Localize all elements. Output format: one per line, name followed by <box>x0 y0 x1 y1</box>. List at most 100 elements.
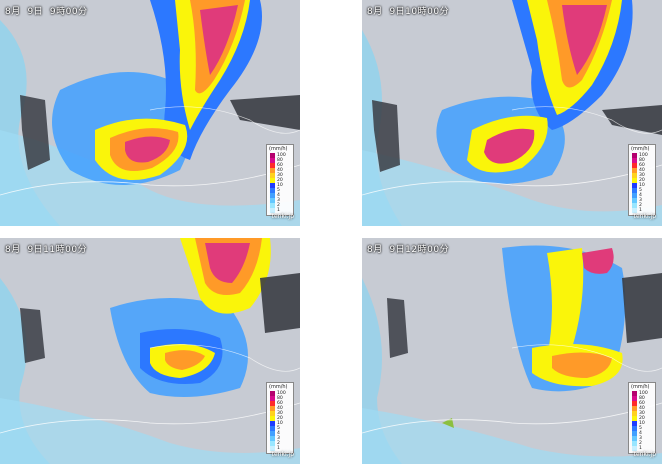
legend-label: 30 <box>277 411 283 416</box>
legend-label: 20 <box>277 178 283 183</box>
legend-swatch <box>270 421 275 426</box>
legend-label: 3 <box>277 436 280 441</box>
legend-label: 30 <box>639 411 645 416</box>
legend-swatch <box>270 168 275 173</box>
legend-swatch <box>632 198 637 203</box>
legend-swatch <box>270 158 275 163</box>
legend-swatch <box>632 193 637 198</box>
legend-label: 100 <box>639 391 648 396</box>
legend-swatch <box>270 416 275 421</box>
legend-swatch <box>270 193 275 198</box>
legend-label: 60 <box>277 163 283 168</box>
legend-swatch <box>632 153 637 158</box>
legend-swatch <box>270 396 275 401</box>
legend-label: 20 <box>639 416 645 421</box>
legend-swatch <box>270 446 275 451</box>
legend-swatch <box>270 391 275 396</box>
legend-label: 10 <box>277 183 283 188</box>
legend-swatch <box>270 183 275 188</box>
legend-swatch <box>632 173 637 178</box>
legend-label: 60 <box>639 401 645 406</box>
legend-label: 100 <box>277 153 286 158</box>
timestamp: 8月 9日10時00分 <box>367 7 450 17</box>
legend-label: 80 <box>639 158 645 163</box>
legend-swatch <box>632 158 637 163</box>
legend-swatch <box>632 178 637 183</box>
legend-label: 2 <box>639 441 642 446</box>
legend-swatch <box>632 426 637 431</box>
legend-swatch <box>632 396 637 401</box>
legend-swatch <box>270 178 275 183</box>
legend-swatch <box>632 168 637 173</box>
legend-label: 40 <box>639 168 645 173</box>
radar-map <box>0 0 300 226</box>
legend-label: 5 <box>639 426 642 431</box>
legend-swatch <box>632 441 637 446</box>
legend-label: 5 <box>639 188 642 193</box>
credit-logo: tenki.jp <box>271 451 294 458</box>
credit-logo: tenki.jp <box>633 451 656 458</box>
legend-label: 2 <box>639 203 642 208</box>
legend-swatch <box>632 163 637 168</box>
legend-label: 100 <box>277 391 286 396</box>
legend-swatch <box>270 188 275 193</box>
legend-label: 1 <box>639 208 642 213</box>
radar-panel-1200: 8月 9日12時00分 (mm/h) 100 80 60 40 30 20 10 5 4 3 2 1 … <box>362 238 662 464</box>
legend-swatch <box>270 198 275 203</box>
legend-swatch <box>632 406 637 411</box>
radar-map <box>362 238 662 464</box>
legend-unit: (mm/h) <box>269 146 288 152</box>
legend-label: 100 <box>639 153 648 158</box>
legend-label: 1 <box>277 446 280 451</box>
legend-label: 4 <box>277 193 280 198</box>
legend-label: 2 <box>277 203 280 208</box>
legend-label: 10 <box>639 183 645 188</box>
legend-label: 80 <box>277 396 283 401</box>
legend-swatch <box>270 163 275 168</box>
radar-panel-0900: 8月 9日 9時00分 (mm/h) 100 80 60 40 30 20 10 5 4 3 2 1 … <box>0 0 300 226</box>
legend-label: 20 <box>639 178 645 183</box>
legend-label: 10 <box>639 421 645 426</box>
legend-label: 20 <box>277 416 283 421</box>
legend-swatch <box>632 421 637 426</box>
legend-label: 10 <box>277 421 283 426</box>
legend-label: 4 <box>277 431 280 436</box>
legend-swatch <box>632 431 637 436</box>
precipitation-legend: (mm/h) 100 80 60 40 30 20 10 5 4 3 2 1 <box>628 382 656 454</box>
legend-swatch <box>270 173 275 178</box>
legend-label: 5 <box>277 426 280 431</box>
legend-swatch <box>632 436 637 441</box>
legend-label: 60 <box>277 401 283 406</box>
legend-swatch <box>270 406 275 411</box>
legend-label: 4 <box>639 193 642 198</box>
timestamp: 8月 9日 9時00分 <box>5 7 88 17</box>
credit-logo: tenki.jp <box>633 213 656 220</box>
legend-label: 40 <box>277 168 283 173</box>
legend-swatch <box>270 431 275 436</box>
legend-swatch <box>270 153 275 158</box>
timestamp: 8月 9日12時00分 <box>367 245 450 255</box>
legend-swatch <box>270 426 275 431</box>
legend-swatch <box>632 391 637 396</box>
legend-unit: (mm/h) <box>631 146 650 152</box>
legend-label: 30 <box>639 173 645 178</box>
legend-label: 2 <box>277 441 280 446</box>
legend-unit: (mm/h) <box>269 384 288 390</box>
legend-label: 60 <box>639 163 645 168</box>
precipitation-legend: (mm/h) 100 80 60 40 30 20 10 5 4 3 2 1 <box>266 382 294 454</box>
legend-swatch <box>270 441 275 446</box>
credit-logo: tenki.jp <box>271 213 294 220</box>
legend-swatch <box>632 203 637 208</box>
radar-map <box>362 0 662 226</box>
timestamp: 8月 9日11時00分 <box>5 245 88 255</box>
legend-label: 80 <box>639 396 645 401</box>
legend-swatch <box>632 401 637 406</box>
legend-label: 3 <box>639 436 642 441</box>
legend-swatch <box>270 203 275 208</box>
legend-swatch <box>632 416 637 421</box>
legend-swatch <box>632 183 637 188</box>
radar-panel-1000: 8月 9日10時00分 (mm/h) 100 80 60 40 30 20 10 5 4 3 2 1 … <box>362 0 662 226</box>
precipitation-legend: (mm/h) 100 80 60 40 30 20 10 5 4 3 2 1 <box>266 144 294 216</box>
legend-label: 3 <box>277 198 280 203</box>
precipitation-legend: (mm/h) 100 80 60 40 30 20 10 5 4 3 2 1 <box>628 144 656 216</box>
